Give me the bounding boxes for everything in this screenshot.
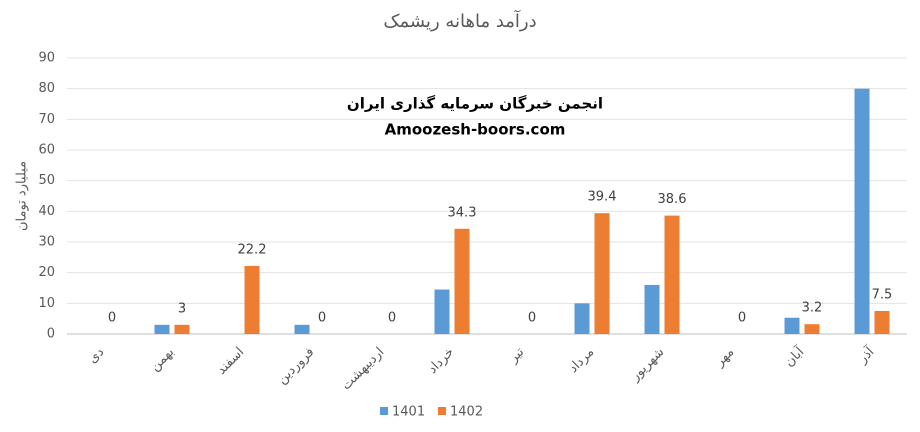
y-tick-label: 70: [38, 112, 55, 127]
bar: [434, 289, 450, 334]
data-label: 0: [528, 311, 536, 326]
bar: [784, 317, 800, 334]
x-tick-label: اسفند: [214, 345, 247, 378]
x-tick-label: فروردین: [275, 345, 318, 388]
data-label: 7.5: [872, 288, 893, 303]
bar: [454, 228, 470, 334]
legend-swatch: [438, 407, 446, 415]
data-label: 22.2: [238, 242, 267, 257]
y-tick-label: 60: [38, 143, 55, 158]
x-tick-label: خرداد: [425, 345, 457, 377]
legend-label: 1402: [450, 405, 483, 420]
annotation: انجمن خبرگان سرمایه گذاری ایران: [347, 95, 603, 113]
y-axis-label: میلیارد تومان: [15, 161, 30, 231]
data-label: 0: [318, 311, 326, 326]
annotation: Amoozesh-boors.com: [385, 121, 566, 139]
bar: [874, 311, 890, 334]
y-tick-label: 50: [38, 173, 55, 188]
bar: [664, 215, 680, 334]
bar: [154, 324, 170, 334]
y-tick-label: 20: [38, 265, 55, 280]
bar: [174, 324, 190, 334]
x-tick-label: شهریور: [627, 345, 667, 385]
bar: [804, 324, 820, 334]
data-label: 0: [738, 311, 746, 326]
x-tick-label: اردیبهشت: [339, 345, 387, 393]
y-tick-label: 10: [38, 296, 55, 311]
x-tick-label: آبان: [781, 342, 809, 370]
data-label: 0: [108, 311, 116, 326]
bar: [294, 324, 310, 334]
x-tick-label: تیر: [506, 344, 528, 366]
bar: [644, 284, 660, 334]
data-label: 3.2: [802, 301, 823, 316]
data-label: 39.4: [588, 190, 617, 205]
x-tick-label: دی: [85, 345, 107, 367]
x-tick-label: مرداد: [566, 345, 597, 376]
bar: [244, 265, 260, 334]
legend-label: 1401: [392, 405, 425, 420]
y-tick-label: 30: [38, 235, 55, 250]
y-tick-label: 0: [47, 327, 55, 342]
legend-swatch: [380, 407, 388, 415]
data-label: 38.6: [658, 192, 687, 207]
bar: [594, 213, 610, 334]
y-tick-label: 40: [38, 204, 55, 219]
x-tick-label: بهمن: [148, 345, 178, 375]
data-label: 34.3: [448, 205, 477, 220]
x-tick-label: مهر: [712, 345, 738, 371]
y-tick-label: 90: [38, 51, 55, 66]
data-label: 3: [178, 301, 186, 316]
bar: [854, 88, 870, 335]
x-tick-label: آذر: [853, 342, 878, 367]
bar: [574, 303, 590, 334]
y-tick-label: 80: [38, 81, 55, 96]
data-label: 0: [388, 311, 396, 326]
chart-title: درآمد ماهانه ریشمک: [383, 9, 536, 32]
